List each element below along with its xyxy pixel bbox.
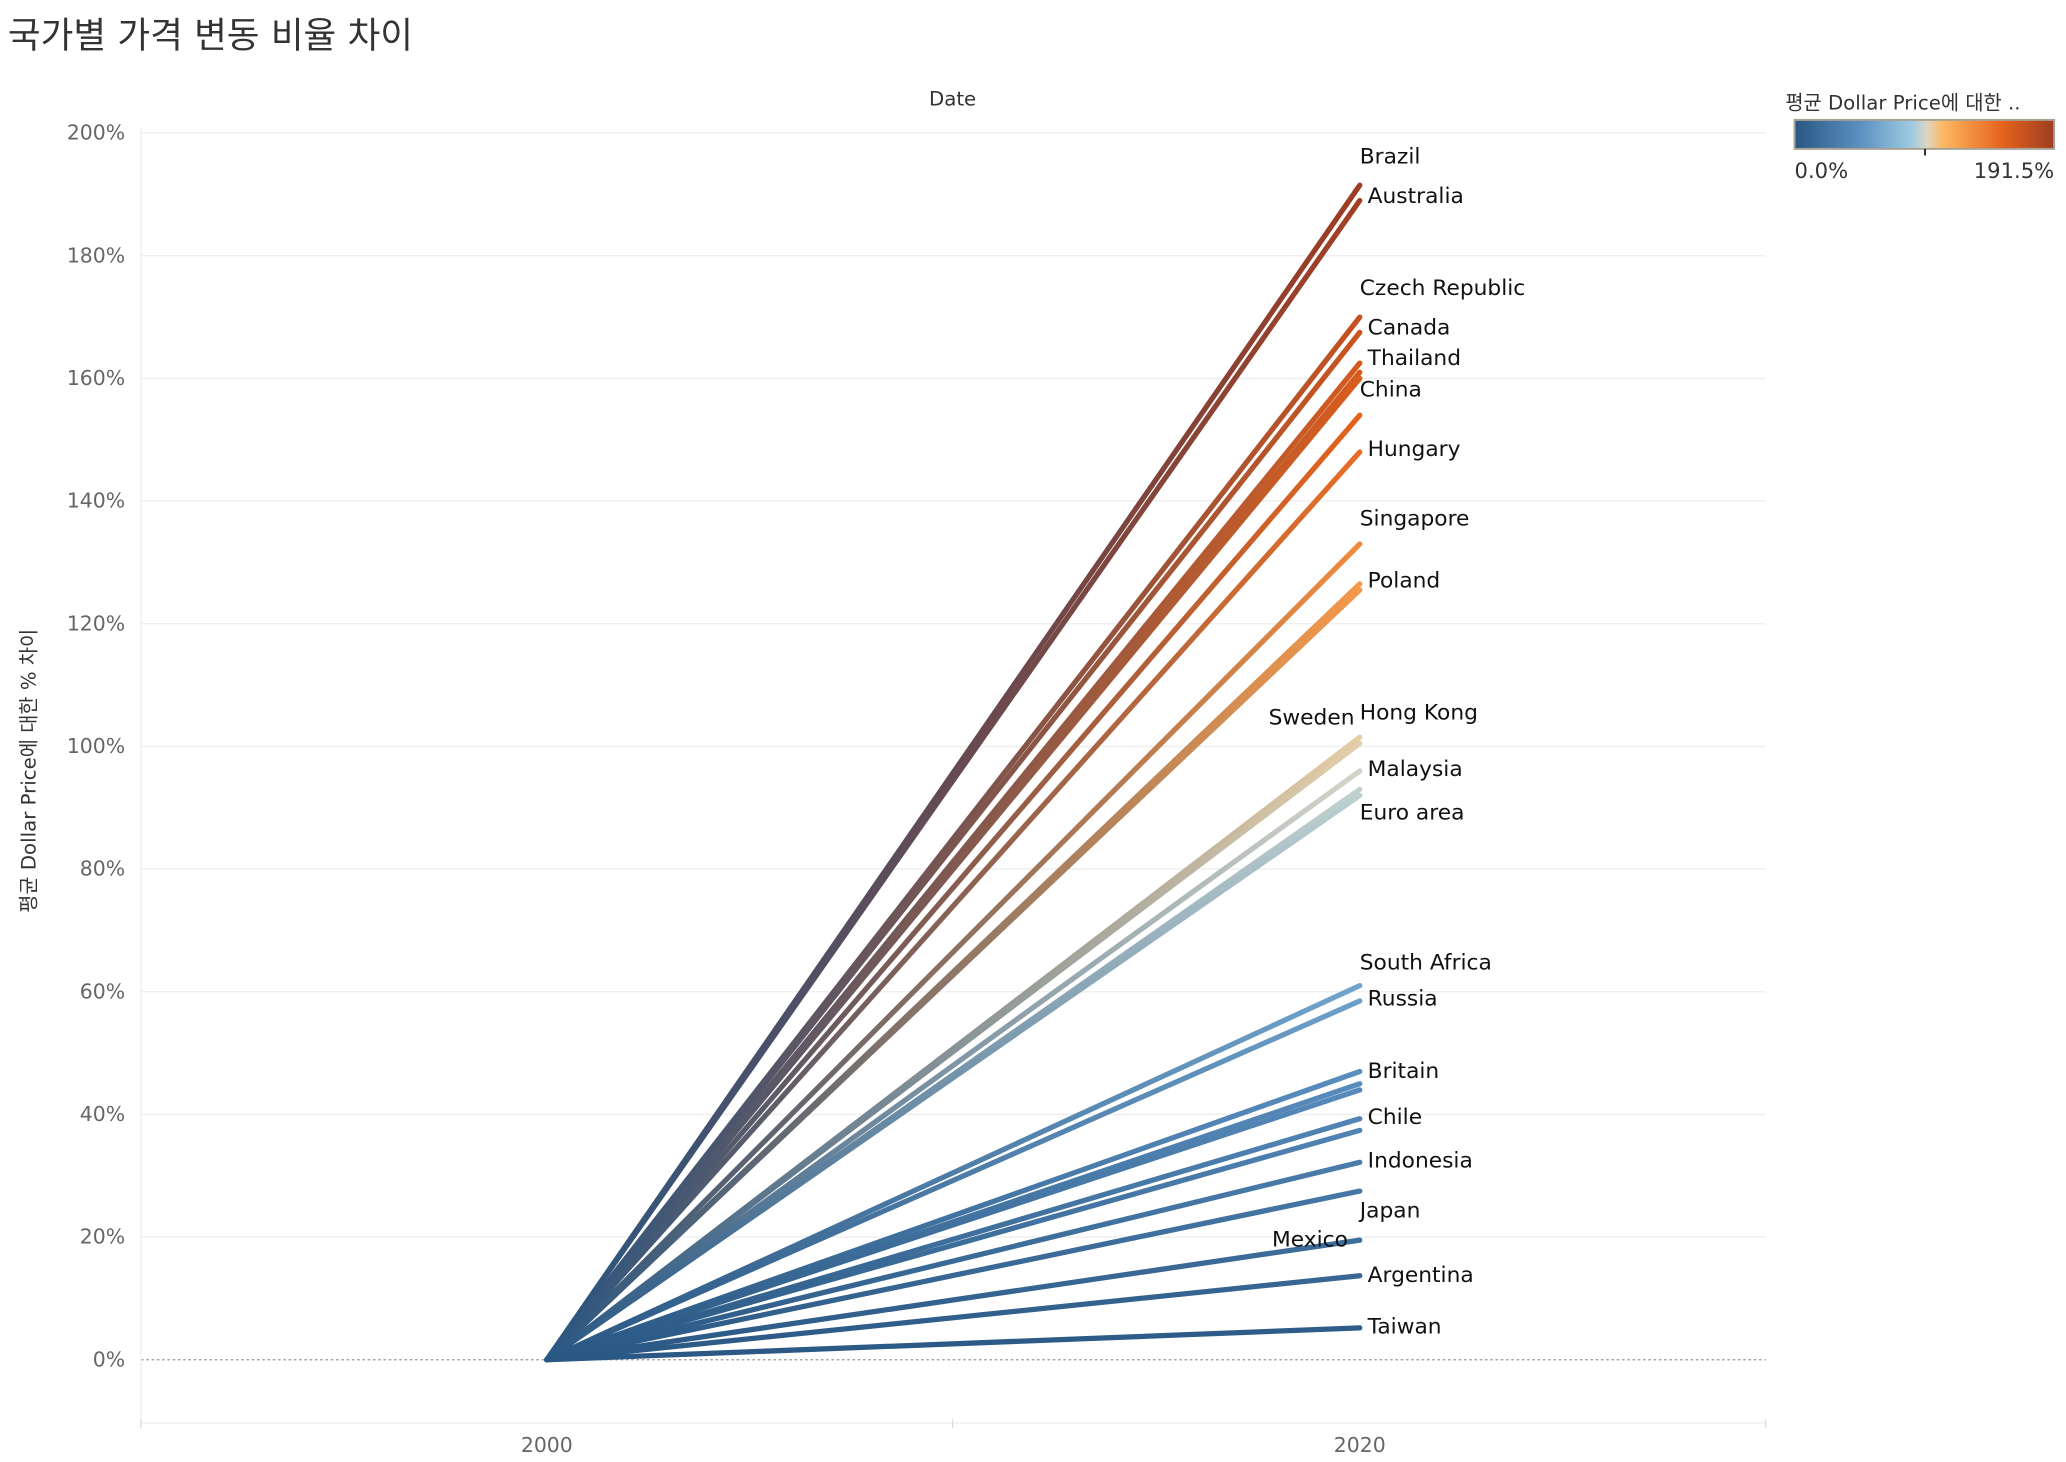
series-line-argentina[interactable]	[544, 1273, 1363, 1363]
series-lines	[544, 182, 1363, 1363]
series-label: Euro area	[1360, 801, 1465, 826]
y-tick-label: 60%	[80, 979, 125, 1003]
series-line-hungary[interactable]	[544, 449, 1363, 1363]
y-tick-label: 180%	[67, 243, 125, 267]
series-line-indonesia[interactable]	[544, 1159, 1363, 1363]
legend-min-label: 0.0%	[1795, 158, 1849, 183]
chart-title: 국가별 가격 변동 비율 차이	[8, 15, 413, 56]
x-axis-title: Date	[929, 87, 976, 110]
series-labels: Brazil Australia Czech Republic Canada Thail…	[1269, 144, 1526, 1339]
legend-title: 평균 Dollar Price에 대한 ..	[1785, 91, 2020, 114]
series-label: Czech Republic	[1360, 276, 1525, 301]
series-label: South Africa	[1360, 951, 1492, 976]
series-label: Britain	[1368, 1059, 1440, 1084]
series-line-unlabeled[interactable]	[544, 1127, 1363, 1363]
series-line-canada[interactable]	[544, 329, 1363, 1363]
y-tick-label: 20%	[80, 1225, 125, 1249]
series-label: Poland	[1368, 569, 1441, 594]
series-label: Sweden	[1269, 706, 1355, 731]
series-label: Brazil	[1360, 144, 1421, 169]
series-label: Malaysia	[1368, 757, 1463, 782]
series-label: Argentina	[1368, 1263, 1474, 1288]
y-tick-label: 160%	[67, 366, 125, 390]
series-line-unlabeled[interactable]	[544, 412, 1363, 1363]
y-axis-title: 평균 Dollar Price에 대한 % 차이	[18, 629, 41, 913]
x-tick-label: 2000	[521, 1433, 573, 1457]
legend-color-bar	[1793, 118, 2056, 150]
series-line-unlabeled[interactable]	[544, 1087, 1363, 1363]
y-axis: 0% 20% 40% 60% 80% 100% 120% 140% 160% 180% 200%	[67, 121, 125, 1372]
y-tick-label: 0%	[93, 1347, 125, 1371]
series-label: Japan	[1358, 1198, 1421, 1223]
y-tick-label: 120%	[67, 611, 125, 635]
series-line-russia[interactable]	[544, 998, 1363, 1363]
series-line-australia[interactable]	[544, 197, 1363, 1363]
series-label: Indonesia	[1368, 1148, 1473, 1173]
y-tick-label: 100%	[67, 734, 125, 758]
series-line-unlabeled[interactable]	[544, 375, 1363, 1363]
y-tick-label: 140%	[67, 489, 125, 513]
series-label: Singapore	[1360, 507, 1470, 532]
series-label: Chile	[1368, 1105, 1422, 1130]
series-label: Canada	[1368, 316, 1451, 341]
series-label: Taiwan	[1367, 1314, 1442, 1339]
series-label: Hungary	[1368, 437, 1461, 462]
series-label: China	[1360, 378, 1422, 403]
series-label: Thailand	[1367, 346, 1461, 371]
series-line-taiwan[interactable]	[544, 1325, 1363, 1363]
series-label: Australia	[1368, 184, 1464, 209]
y-tick-label: 40%	[80, 1102, 125, 1126]
y-tick-label: 80%	[80, 857, 125, 881]
series-label: Mexico	[1272, 1227, 1348, 1252]
series-line-mexico[interactable]	[544, 1237, 1363, 1363]
series-label: Hong Kong	[1360, 700, 1478, 725]
series-line-japan[interactable]	[544, 1188, 1363, 1363]
gridlines	[140, 127, 1767, 1429]
x-axis: 2000 2020	[521, 1433, 1386, 1457]
series-line-unlabeled[interactable]	[544, 792, 1363, 1363]
x-tick-label: 2020	[1334, 1433, 1386, 1457]
legend-max-label: 191.5%	[1974, 158, 2054, 183]
series-line-singapore[interactable]	[544, 541, 1363, 1363]
y-tick-label: 200%	[67, 121, 125, 145]
color-legend[interactable]: 평균 Dollar Price에 대한 .. 0.0% 191.5%	[1785, 91, 2056, 183]
series-label: Russia	[1368, 986, 1438, 1011]
series-line-unlabeled[interactable]	[544, 587, 1363, 1363]
series-line-hong-kong[interactable]	[544, 740, 1363, 1363]
